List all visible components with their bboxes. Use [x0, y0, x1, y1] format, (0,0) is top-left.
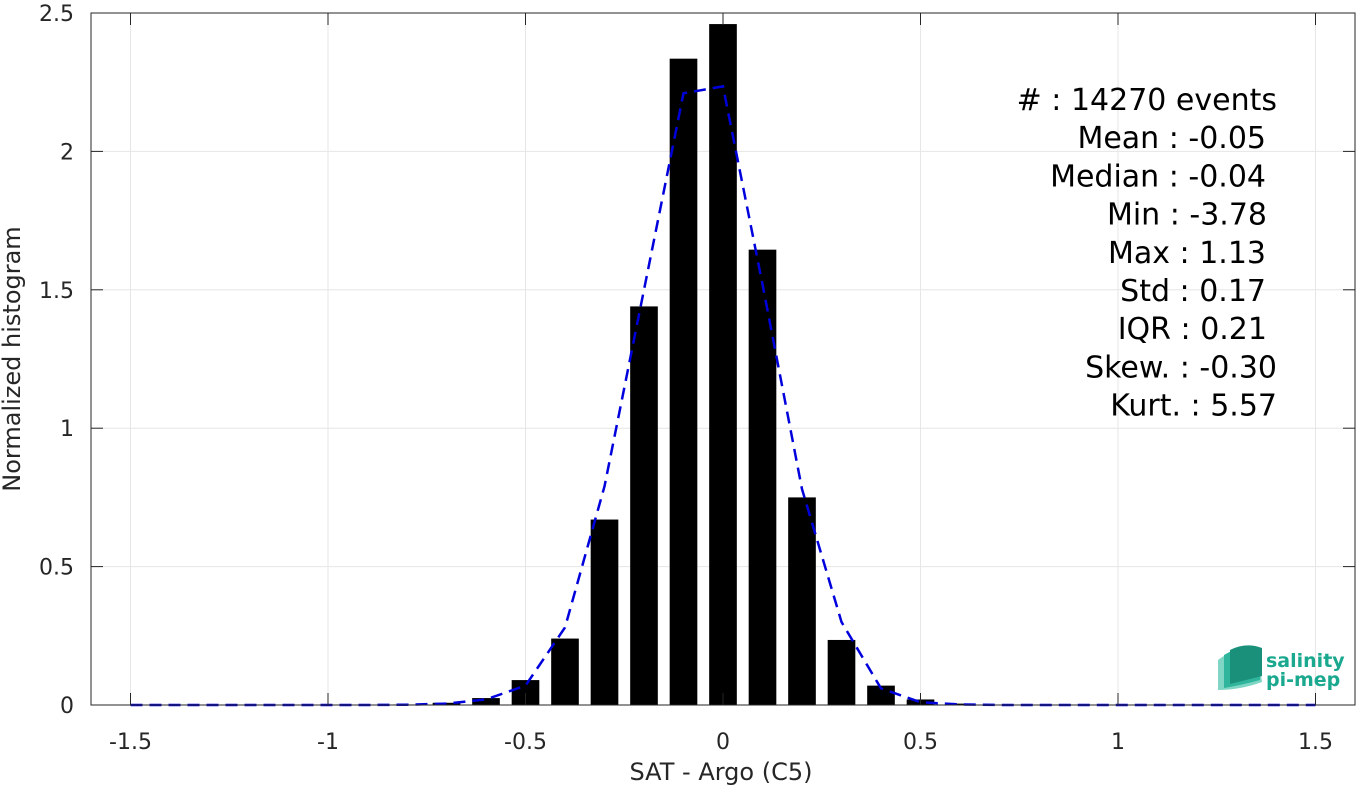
histogram-bar — [432, 702, 461, 705]
x-axis-label: SAT - Argo (C5) — [630, 758, 813, 786]
stat-line: Kurt. : 5.57 — [1110, 389, 1277, 424]
histogram-bar — [946, 703, 974, 705]
y-tick-label: 0 — [60, 694, 74, 719]
x-tick-label: 1 — [1111, 730, 1125, 755]
stat-line: Max : 1.13 — [1108, 236, 1266, 271]
stat-line: Skew. : -0.30 — [1085, 350, 1277, 385]
x-tick-label: -0.5 — [504, 730, 547, 755]
histogram-bar — [551, 638, 579, 705]
x-tick-label: -1.5 — [109, 730, 152, 755]
logo-line1: salinity — [1266, 650, 1345, 672]
stat-line: Std : 0.17 — [1120, 274, 1266, 309]
x-tick-label: -1 — [317, 730, 339, 755]
y-tick-label: 2 — [60, 140, 74, 165]
y-axis-label: Normalized histogram — [0, 226, 26, 491]
stat-line: # : 14270 events — [1017, 83, 1277, 118]
histogram-bar — [709, 24, 737, 705]
histogram-bar — [748, 249, 777, 705]
salinity-pi-mep-logo: salinity pi-mep — [1218, 645, 1345, 691]
stat-line: Min : -3.78 — [1107, 198, 1267, 233]
wave-logo-icon — [1218, 645, 1262, 690]
stat-line: Mean : -0.05 — [1077, 121, 1266, 156]
histogram-bar — [827, 639, 856, 705]
axes — [90, 12, 1356, 706]
x-tick-label: 1.5 — [1298, 730, 1333, 755]
x-tick-label: 0 — [716, 730, 730, 755]
y-tick-label: 0.5 — [39, 556, 74, 581]
y-tick-label: 2.5 — [39, 2, 74, 27]
stat-line: Median : -0.04 — [1050, 159, 1266, 194]
y-tick-label: 1 — [60, 417, 74, 442]
histogram-bar — [669, 58, 698, 706]
stat-line: IQR : 0.21 — [1118, 312, 1267, 347]
logo-line2: pi-mep — [1266, 669, 1340, 691]
y-tick-label: 1.5 — [39, 279, 74, 304]
x-tick-label: 0.5 — [903, 730, 938, 755]
histogram-bar — [788, 497, 816, 705]
histogram-bar — [630, 306, 658, 705]
tick-labels: -1.5 -1 -0.5 0 0.5 1 1.5 0 0.5 1 1.5 2 2.5 — [39, 2, 1333, 755]
histogram-bar — [590, 519, 619, 705]
histogram-bar — [867, 685, 895, 705]
histogram-bar — [472, 698, 500, 705]
